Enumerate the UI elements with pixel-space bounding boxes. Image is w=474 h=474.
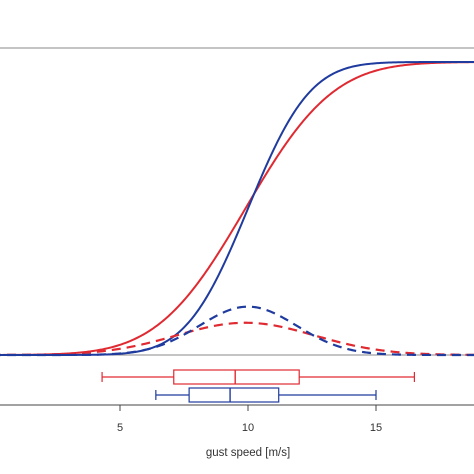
blue-boxplot [155,387,377,403]
blue-box [188,387,280,403]
x-tick-label: 5 [117,422,123,434]
red-box [173,369,300,385]
red-pdf-curve [0,321,474,357]
curves [0,61,474,357]
blue-cdf-curve [0,61,474,356]
red-boxplot [101,369,415,385]
x-axis-label: gust speed [m/s] [206,447,290,459]
x-axis: 5 10 15 [0,404,474,434]
x-tick-label: 10 [242,422,254,434]
red-cdf-curve [0,61,474,356]
x-tick-label: 15 [370,422,382,434]
boxplots [101,369,415,403]
plot-frame [0,47,474,356]
blue-pdf-curve [0,305,474,357]
